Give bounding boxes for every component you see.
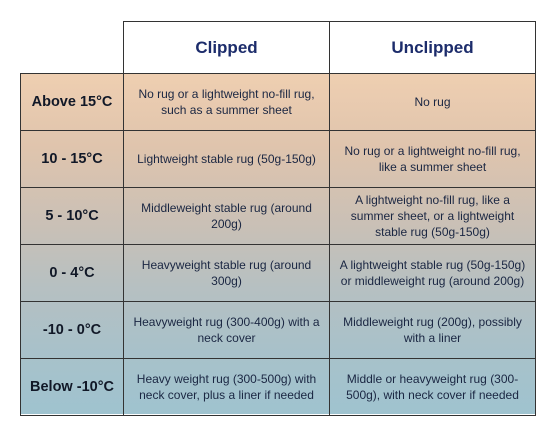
cell-clipped: No rug or a lightweight no-fill rug, suc… [123, 73, 330, 131]
table-row: Above 15°C No rug or a lightweight no-fi… [20, 73, 536, 131]
table-row: 10 - 15°C Lightweight stable rug (50g-15… [20, 130, 536, 188]
cell-clipped: Lightweight stable rug (50g-150g) [123, 130, 330, 188]
rug-guide-table: Clipped Unclipped Above 15°C No rug or a… [20, 21, 536, 416]
column-header-clipped: Clipped [123, 21, 330, 74]
cell-unclipped: Middleweight rug (200g), possibly with a… [329, 301, 536, 359]
column-header-unclipped: Unclipped [329, 21, 536, 74]
table-row: -10 - 0°C Heavyweight rug (300-400g) wit… [20, 301, 536, 359]
row-header-temperature: 10 - 15°C [20, 130, 124, 188]
cell-unclipped: No rug or a lightweight no-fill rug, lik… [329, 130, 536, 188]
cell-unclipped: Middle or heavyweight rug (300-500g), wi… [329, 358, 536, 416]
row-header-temperature: -10 - 0°C [20, 301, 124, 359]
row-header-temperature: Below -10°C [20, 358, 124, 416]
cell-unclipped: A lightweight stable rug (50g-150g) or m… [329, 244, 536, 302]
table-row: 5 - 10°C Middleweight stable rug (around… [20, 187, 536, 245]
cell-clipped: Heavy weight rug (300-500g) with neck co… [123, 358, 330, 416]
row-header-temperature: 0 - 4°C [20, 244, 124, 302]
table-row: 0 - 4°C Heavyweight stable rug (around 3… [20, 244, 536, 302]
cell-unclipped: A lightweight no-fill rug, like a summer… [329, 187, 536, 245]
corner-cell [20, 21, 124, 74]
table-row: Below -10°C Heavy weight rug (300-500g) … [20, 358, 536, 416]
row-header-temperature: 5 - 10°C [20, 187, 124, 245]
row-header-temperature: Above 15°C [20, 73, 124, 131]
header-row: Clipped Unclipped [20, 21, 536, 74]
cell-unclipped: No rug [329, 73, 536, 131]
cell-clipped: Middleweight stable rug (around 200g) [123, 187, 330, 245]
cell-clipped: Heavyweight stable rug (around 300g) [123, 244, 330, 302]
cell-clipped: Heavyweight rug (300-400g) with a neck c… [123, 301, 330, 359]
